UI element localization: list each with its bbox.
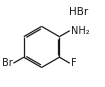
Text: Br: Br: [2, 58, 13, 68]
Text: F: F: [71, 58, 76, 68]
Text: NH₂: NH₂: [71, 26, 89, 36]
Text: HBr: HBr: [69, 7, 88, 17]
